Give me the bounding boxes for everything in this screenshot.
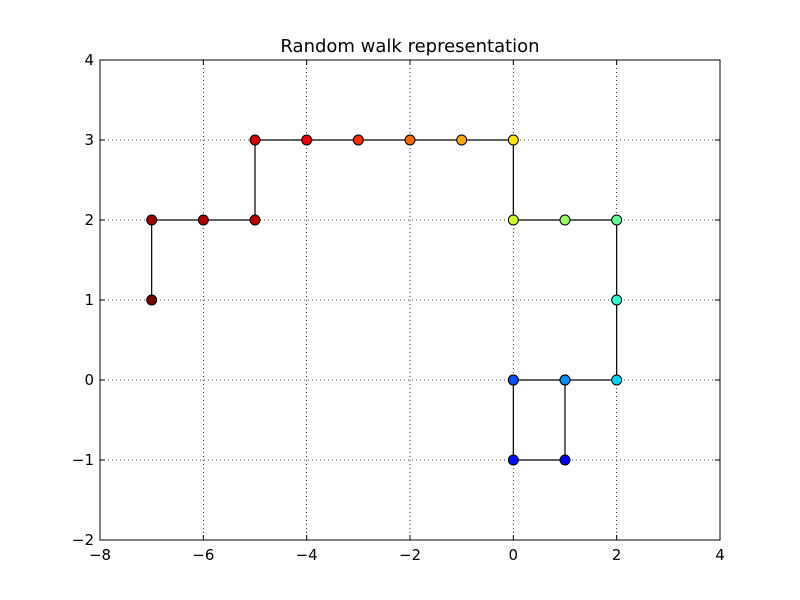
walk-point	[352, 134, 364, 146]
walk-point	[249, 214, 261, 226]
walk-point	[301, 134, 313, 146]
walk-point	[611, 294, 623, 306]
y-tick-label: 2	[84, 211, 94, 229]
walk-point	[507, 374, 519, 386]
walk-point	[249, 134, 261, 146]
walk-point	[456, 134, 468, 146]
y-tick-label: 1	[84, 291, 94, 309]
walk-point	[559, 374, 571, 386]
walk-point	[507, 454, 519, 466]
chart-title: Random walk representation	[280, 36, 539, 57]
walk-point	[507, 134, 519, 146]
walk-point	[507, 214, 519, 226]
walk-point	[611, 374, 623, 386]
y-tick-label: −2	[72, 531, 94, 549]
y-tick-label: 4	[84, 51, 94, 69]
walk-point	[559, 454, 571, 466]
x-tick-label: 2	[612, 546, 622, 564]
x-tick-label: 0	[509, 546, 519, 564]
y-tick-label: 0	[84, 371, 94, 389]
x-tick-label: −2	[399, 546, 421, 564]
x-tick-label: 4	[715, 546, 725, 564]
walk-point	[146, 294, 158, 306]
walk-points	[146, 134, 623, 466]
walk-point	[197, 214, 209, 226]
axis-ticks: −8 −6 −4 −2 0 2 4 −2 −1 0 1 2 3 4	[72, 51, 725, 564]
grid	[100, 60, 720, 540]
walk-point	[404, 134, 416, 146]
y-tick-label: 3	[84, 131, 94, 149]
walk-point	[559, 214, 571, 226]
walk-point	[611, 214, 623, 226]
walk-point	[146, 214, 158, 226]
y-tick-label: −1	[72, 451, 94, 469]
x-tick-label: −6	[192, 546, 214, 564]
x-tick-label: −4	[296, 546, 318, 564]
x-tick-label: −8	[89, 546, 111, 564]
